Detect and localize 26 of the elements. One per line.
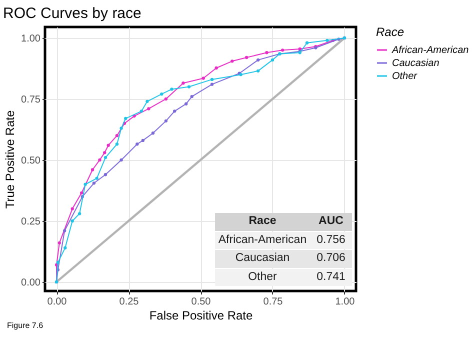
caption: Figure 7.6: [7, 321, 44, 330]
y-axis-title: True Positive Rate: [3, 110, 18, 209]
y-tick-label: 1.00: [21, 33, 41, 44]
annotation: African-American: [217, 232, 308, 248]
chart-title: ROC Curves by race: [3, 5, 142, 22]
annotation: AUC: [318, 214, 344, 229]
legend-label: African-American: [391, 45, 470, 56]
annotation: Other: [247, 270, 278, 284]
annotation: Caucasian: [234, 251, 291, 266]
x-axis-title: False Positive Rate: [149, 308, 254, 322]
annotation: 0.706: [316, 251, 346, 266]
y-tick-label: 0.50: [21, 155, 41, 166]
x-tick-label: 0.50: [191, 296, 212, 308]
x-tick-label: 0.00: [47, 296, 68, 308]
y-tick-label: 0.00: [21, 277, 41, 288]
legend-label: Other: [392, 71, 418, 82]
y-tick-label: 0.25: [21, 216, 41, 228]
x-tick-label: 0.75: [263, 296, 284, 308]
x-tick-label: 1.00: [335, 296, 356, 308]
legend-title: Race: [376, 25, 404, 39]
legend-label: Caucasian: [392, 58, 440, 69]
annotation: 0.756: [316, 232, 346, 248]
annotation: 0.741: [316, 270, 346, 284]
annotation: Race: [248, 214, 278, 229]
y-tick-label: 0.75: [21, 94, 41, 106]
x-tick-label: 0.25: [119, 296, 140, 308]
